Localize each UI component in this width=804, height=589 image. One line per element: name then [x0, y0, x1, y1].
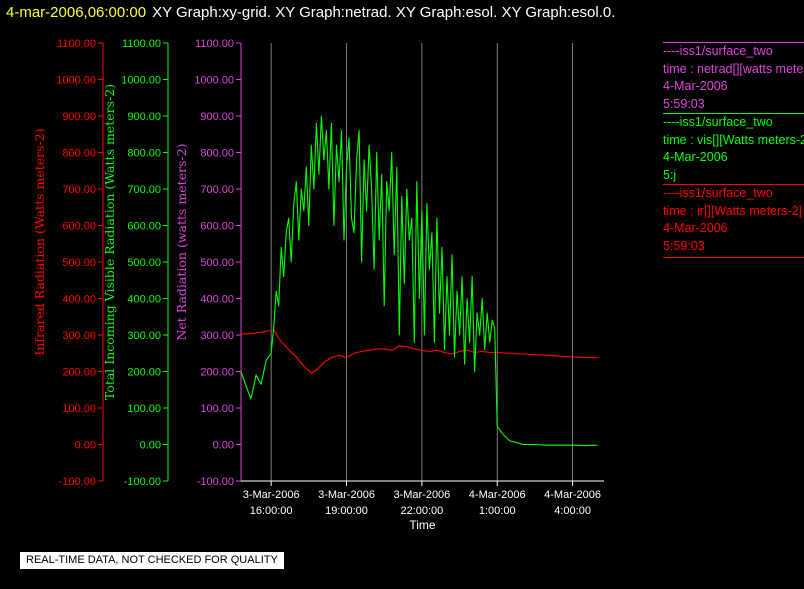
- y-tick-label: 300.00: [62, 330, 96, 342]
- y-tick-label: 1000.00: [194, 75, 234, 87]
- legend-series-line: ----iss1/surface_two: [663, 44, 773, 58]
- y-tick-label: 0.00: [140, 440, 161, 452]
- x-tick-time-label: 4:00:00: [554, 505, 591, 517]
- x-tick-date-label: 4-Mar-2006: [544, 489, 601, 501]
- y-tick-label: 800.00: [62, 148, 96, 160]
- y-tick-label: 1100.00: [122, 38, 161, 50]
- y-tick-label: -100.00: [197, 476, 234, 488]
- y-tick-label: 1100.00: [57, 38, 96, 50]
- graph-title-bar: 4-mar-2006,06:00:00 XY Graph:xy-grid. XY …: [6, 4, 615, 21]
- quality-disclaimer: REAL-TIME DATA, NOT CHECKED FOR QUALITY: [20, 552, 284, 569]
- x-tick-date-label: 3-Mar-2006: [318, 489, 375, 501]
- graph-list: XY Graph:xy-grid. XY Graph:netrad. XY Gr…: [152, 4, 616, 21]
- y-tick-label: 0.00: [75, 440, 96, 452]
- legend-series-date: 4-Mar-2006: [663, 221, 728, 235]
- x-tick-date-label: 3-Mar-2006: [393, 489, 450, 501]
- y-tick-label: 500.00: [127, 257, 161, 269]
- y-tick-label: 900.00: [62, 111, 96, 123]
- legend-series-date: 4-Mar-2006: [663, 79, 728, 93]
- legend-series-line: ----iss1/surface_two: [663, 115, 773, 129]
- y-axis-label: Infrared Radiation (Watts meters-2): [32, 128, 47, 355]
- y-tick-label: 100.00: [62, 403, 96, 415]
- series-line-vis: [240, 115, 598, 447]
- legend-divider: [663, 113, 804, 114]
- y-tick-label: 1000.00: [121, 75, 161, 87]
- legend-series-time: 5:j: [663, 167, 677, 182]
- legend-series-line: ----iss1/surface_two: [663, 186, 773, 200]
- legend-series-date: 4-Mar-2006: [663, 150, 728, 164]
- y-tick-label: 800.00: [127, 148, 161, 160]
- timestamp: 4-mar-2006,06:00:00: [6, 4, 147, 21]
- x-tick-time-label: 22:00:00: [400, 505, 443, 517]
- legend-vis: ----iss1/surface_two time : vis[][Watts …: [663, 113, 804, 184]
- y-tick-label: -100.00: [59, 476, 96, 488]
- y-tick-label: 200.00: [127, 367, 161, 379]
- y-tick-label: 400.00: [62, 294, 96, 306]
- x-tick-time-label: 1:00:00: [479, 505, 516, 517]
- y-tick-label: 800.00: [200, 148, 234, 160]
- y-tick-label: 200.00: [200, 367, 234, 379]
- y-tick-label: 400.00: [200, 294, 234, 306]
- y-tick-label: 900.00: [127, 111, 161, 123]
- y-tick-label: 700.00: [200, 184, 234, 196]
- legend-ir: ----iss1/surface_two time : ir[][Watts m…: [663, 184, 804, 258]
- legend-series-var: time : vis[][Watts meters-2]: [663, 132, 804, 147]
- x-tick-time-label: 16:00:00: [250, 505, 293, 517]
- y-tick-label: 100.00: [127, 403, 161, 415]
- y-tick-label: 400.00: [127, 294, 161, 306]
- x-axis-title: Time: [409, 518, 436, 532]
- x-tick-time-label: 19:00:00: [325, 505, 368, 517]
- legend-series-var: time : netrad[][watts meters-2]: [663, 61, 804, 76]
- legend-series-var: time : ir[][Watts meters-2]: [663, 203, 803, 218]
- legend-netrad: ----iss1/surface_two time : netrad[][wat…: [663, 42, 804, 113]
- y-tick-label: -100.00: [124, 476, 161, 488]
- y-tick-label: 600.00: [127, 221, 161, 233]
- y-tick-label: 600.00: [200, 221, 234, 233]
- y-tick-label: 500.00: [200, 257, 234, 269]
- legend-series-time: 5:59:03: [663, 96, 705, 111]
- y-tick-label: 700.00: [62, 184, 96, 196]
- y-tick-label: 0.00: [213, 440, 234, 452]
- legend-divider: [663, 42, 804, 43]
- legend-series-time: 5:59:03: [663, 238, 705, 253]
- y-axis-label: Net Radiation (watts meters-2): [174, 143, 189, 340]
- x-tick-date-label: 4-Mar-2006: [469, 489, 526, 501]
- y-tick-label: 500.00: [62, 257, 96, 269]
- y-tick-label: 300.00: [200, 330, 234, 342]
- x-tick-date-label: 3-Mar-2006: [243, 489, 300, 501]
- y-tick-label: 300.00: [127, 330, 161, 342]
- y-tick-label: 100.00: [200, 403, 234, 415]
- legend-divider: [663, 257, 804, 258]
- legend-divider: [663, 184, 804, 185]
- y-tick-label: 900.00: [200, 111, 234, 123]
- y-tick-label: 700.00: [127, 184, 161, 196]
- y-tick-label: 1100.00: [195, 38, 234, 50]
- y-tick-label: 200.00: [62, 367, 96, 379]
- series-line-ir: [240, 328, 598, 374]
- y-tick-label: 600.00: [62, 221, 96, 233]
- y-axis-label: Total Incoming Visible Radiation (Watts …: [102, 84, 117, 400]
- y-tick-label: 1000.00: [56, 75, 96, 87]
